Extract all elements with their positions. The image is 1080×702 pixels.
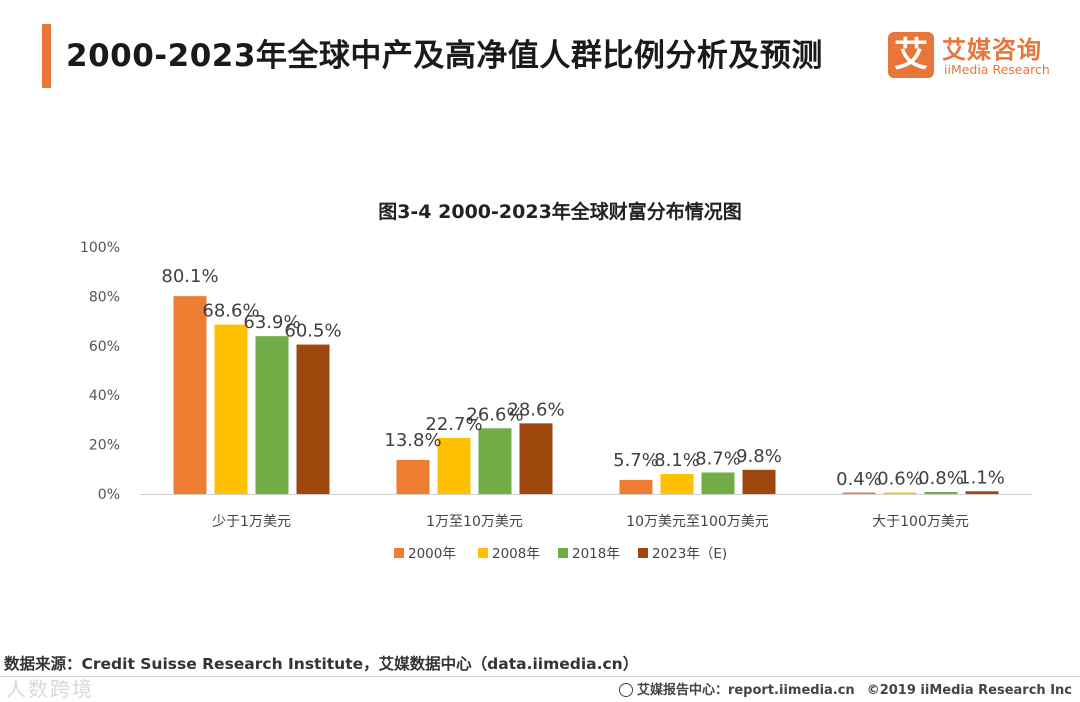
data-label: 8.1% <box>654 450 700 471</box>
data-label: 0.8% <box>918 468 964 489</box>
legend-label: 2018年 <box>572 546 620 562</box>
page-title: 2000-2023年全球中产及高净值人群比例分析及预测 <box>66 38 823 74</box>
data-label: 80.1% <box>161 266 218 287</box>
legend-swatch <box>558 548 568 558</box>
y-axis: 0% 20% 40% 60% 80% 100% <box>80 240 120 503</box>
data-label: 60.5% <box>284 321 341 342</box>
bar <box>701 472 735 494</box>
bar <box>619 479 653 494</box>
watermark: 人数跨境 <box>6 677 94 701</box>
data-label: 1.1% <box>959 467 1005 488</box>
data-label: 0.4% <box>836 469 882 490</box>
bars <box>173 296 999 494</box>
legend-label: 2000年 <box>408 546 456 562</box>
x-tick-label: 大于100万美元 <box>872 514 969 530</box>
y-tick-label: 0% <box>98 487 120 503</box>
data-label: 22.7% <box>425 414 482 435</box>
logo-name-en: iiMedia Research <box>944 62 1050 77</box>
legend-label: 2023年（E) <box>652 546 727 562</box>
data-label: 0.6% <box>877 469 923 490</box>
bar <box>742 469 776 494</box>
x-tick-label: 少于1万美元 <box>212 514 291 530</box>
value-labels: 80.1% 68.6%63.9%60.5% 13.8%22.7%26.6%28.6%… <box>161 266 1004 490</box>
data-label: 8.7% <box>695 449 741 470</box>
bar <box>924 492 958 494</box>
x-tick-label: 10万美元至100万美元 <box>626 514 769 530</box>
y-tick-label: 100% <box>80 240 120 256</box>
legend-swatch <box>638 548 648 558</box>
x-tick-label: 1万至10万美元 <box>426 514 523 530</box>
footer-divider <box>0 676 1080 677</box>
legend-label: 2008年 <box>492 546 540 562</box>
y-tick-label: 60% <box>89 339 120 355</box>
bar <box>214 324 248 494</box>
footer: 艾媒报告中心：report.iimedia.cn ©2019 iiMedia Re… <box>618 679 1072 698</box>
report-center-icon <box>618 683 633 697</box>
bar <box>842 492 876 494</box>
y-tick-label: 80% <box>89 289 120 305</box>
data-label: 63.9% <box>243 312 300 333</box>
legend-swatch <box>394 548 404 558</box>
bar <box>173 296 207 494</box>
data-label: 68.6% <box>202 301 259 322</box>
data-label: 13.8% <box>384 430 441 451</box>
iimedia-logo: 艾 艾媒咨询 iiMedia Research <box>888 30 1058 82</box>
bar <box>437 437 471 494</box>
logo-mark-icon: 艾 <box>888 32 934 78</box>
data-label: 5.7% <box>613 450 659 471</box>
y-tick-label: 20% <box>89 438 120 454</box>
data-source: 数据来源：Credit Suisse Research Institute，艾媒… <box>4 655 639 673</box>
bar <box>965 491 999 494</box>
bar <box>660 473 694 494</box>
bar <box>883 492 917 494</box>
data-label: 26.6% <box>466 404 523 425</box>
x-axis: 少于1万美元 1万至10万美元 10万美元至100万美元 大于100万美元 <box>140 494 1032 530</box>
legend-swatch <box>478 548 488 558</box>
title-accent-bar <box>42 24 51 88</box>
bar <box>296 344 330 494</box>
data-label: 9.8% <box>736 446 782 467</box>
legend: 2000年 2008年 2018年 2023年（E) <box>394 546 727 562</box>
chart-title: 图3-4 2000-2023年全球财富分布情况图 <box>378 200 742 223</box>
bar <box>519 423 553 494</box>
bar <box>478 428 512 494</box>
logo-name-cn: 艾媒咨询 <box>942 36 1042 64</box>
report-center-link[interactable]: 艾媒报告中心：report.iimedia.cn <box>636 683 855 698</box>
bar <box>396 459 430 494</box>
y-tick-label: 40% <box>89 388 120 404</box>
bar <box>255 336 289 494</box>
data-label: 28.6% <box>507 399 564 420</box>
copyright: ©2019 iiMedia Research Inc <box>866 683 1072 698</box>
